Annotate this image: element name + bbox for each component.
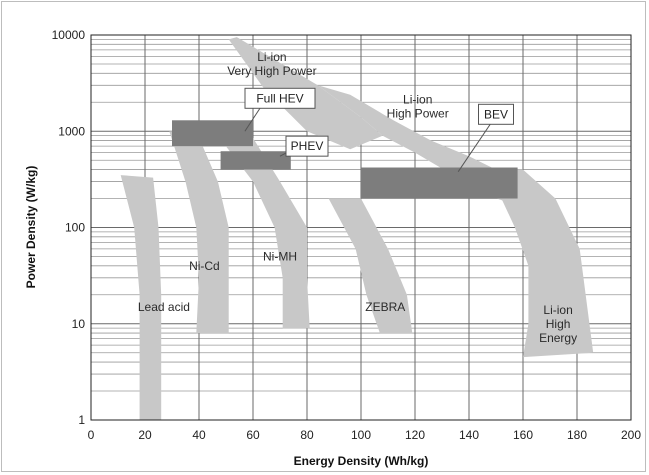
region-label-li-ion-high-energy: High <box>546 317 571 331</box>
y-tick-label: 10000 <box>52 28 86 42</box>
region-li-ion-high-energy <box>485 169 594 358</box>
y-tick-label: 100 <box>65 221 85 235</box>
region-label-ni-cd: Ni-Cd <box>189 259 220 273</box>
region-label-li-ion-very-high-power: Very High Power <box>227 64 316 78</box>
callout-box-full-hev <box>244 87 316 109</box>
x-tick-label: 120 <box>405 428 425 442</box>
zone-phev <box>220 151 291 170</box>
region-zebra <box>328 198 413 334</box>
x-tick-label: 180 <box>567 428 587 442</box>
x-tick-label: 40 <box>192 428 206 442</box>
plot-border <box>90 34 632 421</box>
vehicle-callouts: Full HEV PHEV BEV <box>244 87 514 157</box>
vehicle-zones <box>172 120 518 199</box>
x-tick-label: 80 <box>300 428 314 442</box>
callout-label-bev: BEV <box>484 107 508 121</box>
x-tick-label: 160 <box>513 428 533 442</box>
x-tick-label: 20 <box>138 428 152 442</box>
x-tick-label: 0 <box>88 428 95 442</box>
y-tick-label: 1 <box>78 413 85 427</box>
region-lead-acid <box>120 175 162 420</box>
region-label-ni-mh: Ni-MH <box>263 249 297 263</box>
x-tick-label: 200 <box>621 428 641 442</box>
callout-box-phev <box>285 135 329 157</box>
region-label-li-ion-high-power: Li-ion <box>403 93 432 107</box>
region-ni-mh <box>217 135 310 329</box>
y-tick-labels: 1 10 100 1000 10000 <box>52 28 86 427</box>
zone-bev <box>361 167 518 199</box>
region-label-li-ion-high-energy: Energy <box>539 331 577 345</box>
leader-bev <box>457 115 497 172</box>
region-label-li-ion-high-power: High Power <box>387 107 449 121</box>
y-tick-label: 1000 <box>58 124 85 138</box>
region-label-zebra: ZEBRA <box>365 300 405 314</box>
x-tick-label: 140 <box>459 428 479 442</box>
callout-label-phev: PHEV <box>291 139 324 153</box>
y-tick-label: 10 <box>72 317 86 331</box>
region-label-li-ion-very-high-power: Li-ion <box>257 50 286 64</box>
region-label-lead-acid: Lead acid <box>138 300 190 314</box>
x-tick-label: 100 <box>351 428 371 442</box>
callout-box-bev <box>478 103 514 125</box>
region-ni-cd <box>169 131 229 334</box>
zone-full-hev <box>172 120 253 147</box>
callout-label-full-hev: Full HEV <box>256 91 303 105</box>
x-tick-label: 60 <box>246 428 260 442</box>
x-tick-labels: 0 20 40 60 80 100 120 140 160 180 200 <box>88 428 642 442</box>
region-label-li-ion-high-energy: Li-ion <box>543 303 572 317</box>
x-axis-title: Energy Density (Wh/kg) <box>294 454 429 468</box>
y-axis-title: Power Density (W/kg) <box>24 166 38 289</box>
